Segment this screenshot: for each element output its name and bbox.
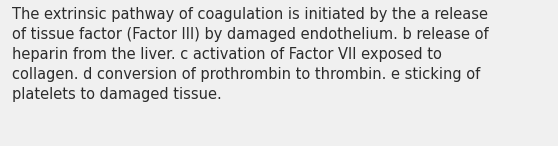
Text: The extrinsic pathway of coagulation is initiated by the a release
of tissue fac: The extrinsic pathway of coagulation is … xyxy=(12,7,489,102)
